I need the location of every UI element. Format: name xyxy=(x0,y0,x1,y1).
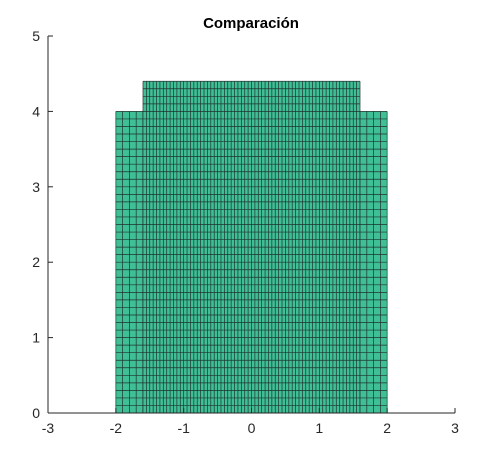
mesh-lines xyxy=(115,111,144,414)
y-tick-label: 3 xyxy=(32,179,40,195)
x-tick-label: 1 xyxy=(315,420,323,436)
chart-title: Comparación xyxy=(203,15,299,32)
mesh-layer xyxy=(115,80,388,414)
x-tick-label: 2 xyxy=(383,420,391,436)
y-tick-label: 1 xyxy=(32,330,40,346)
mesh-region-3 xyxy=(359,111,388,414)
x-tick-label: 0 xyxy=(248,420,256,436)
x-tick-label: 3 xyxy=(451,420,459,436)
y-tick-label: 0 xyxy=(32,405,40,421)
x-tick-label: -3 xyxy=(42,420,55,436)
mesh-lines xyxy=(142,80,361,414)
x-tick-label: -1 xyxy=(177,420,190,436)
x-tick-label: -2 xyxy=(110,420,123,436)
y-tick-label: 2 xyxy=(32,254,40,270)
mesh-lines xyxy=(359,111,388,414)
y-tick-label: 5 xyxy=(32,28,40,44)
mesh-region-1 xyxy=(115,111,144,414)
y-tick-label: 4 xyxy=(32,103,40,119)
axes-layer: -3 -2 -1 0 1 2 3 0 1 2 3 4 5 xyxy=(32,28,459,436)
mesh-region-2 xyxy=(142,80,361,414)
